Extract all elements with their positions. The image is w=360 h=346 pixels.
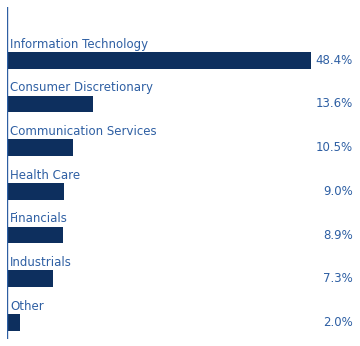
Text: 2.0%: 2.0% <box>323 316 353 329</box>
Bar <box>7 52 311 69</box>
Bar <box>7 227 63 243</box>
Bar <box>7 314 20 331</box>
Text: Financials: Financials <box>10 212 68 225</box>
Text: 48.4%: 48.4% <box>316 54 353 67</box>
Bar <box>7 95 93 112</box>
Text: 9.0%: 9.0% <box>323 185 353 198</box>
Bar <box>7 183 64 200</box>
Text: Consumer Discretionary: Consumer Discretionary <box>10 81 153 94</box>
Text: 13.6%: 13.6% <box>316 98 353 110</box>
Text: 10.5%: 10.5% <box>316 141 353 154</box>
Bar <box>7 139 73 156</box>
Text: Communication Services: Communication Services <box>10 125 157 138</box>
Text: Information Technology: Information Technology <box>10 37 148 51</box>
Text: Industrials: Industrials <box>10 256 72 269</box>
Bar <box>7 271 53 287</box>
Text: Health Care: Health Care <box>10 169 81 182</box>
Text: Other: Other <box>10 300 44 313</box>
Text: 8.9%: 8.9% <box>323 229 353 242</box>
Text: 7.3%: 7.3% <box>323 272 353 285</box>
